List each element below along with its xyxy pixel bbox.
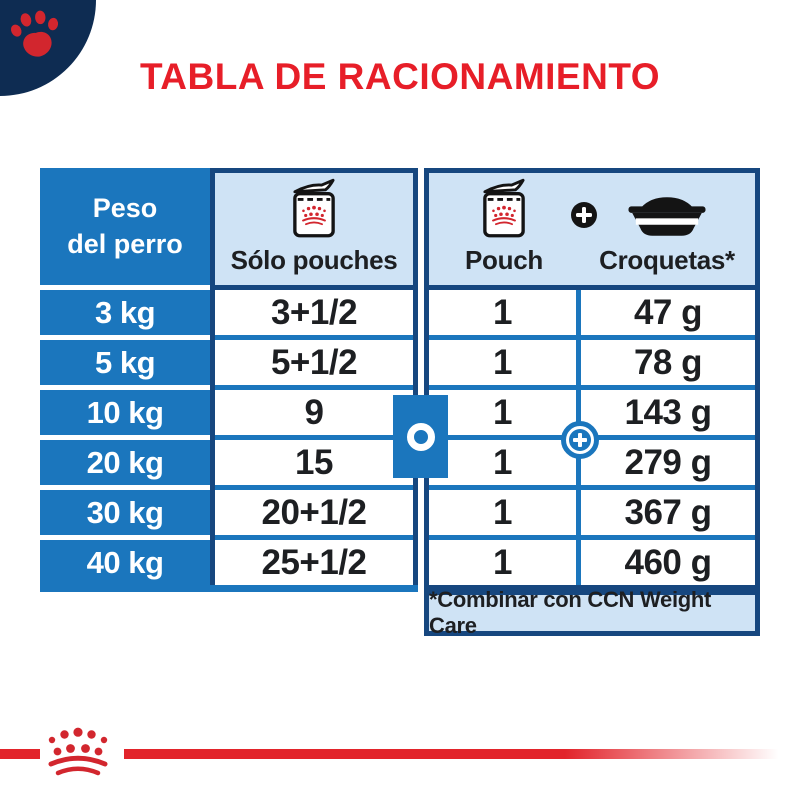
pouches-cell: 25+1/2 bbox=[215, 540, 413, 585]
pouches-only-header: Sólo pouches bbox=[210, 168, 418, 290]
right-table-bottom-border bbox=[424, 585, 760, 590]
weight-cell: 30 kg bbox=[40, 490, 210, 535]
weight-cell: 10 kg bbox=[40, 390, 210, 435]
pouches-cell: 3+1/2 bbox=[215, 290, 413, 335]
pouch-icon bbox=[292, 178, 336, 238]
mixed-feeding-header: Pouch Croquetas* bbox=[424, 168, 760, 290]
pouch-column-label: Pouch bbox=[465, 245, 543, 275]
croquettes-column-label: Croquetas* bbox=[599, 245, 735, 275]
croquettes-cell: 47 g bbox=[581, 290, 755, 335]
weight-column: Peso del perro 3 kg 5 kg 10 kg 20 kg 30 … bbox=[40, 168, 210, 585]
pouch-icon bbox=[482, 178, 526, 238]
weight-column-header: Peso del perro bbox=[40, 168, 210, 285]
pouch-cell: 1 bbox=[429, 290, 576, 335]
pouch-cell: 1 bbox=[429, 340, 576, 385]
pouches-cell: 20+1/2 bbox=[215, 490, 413, 535]
mixed-feeding-values: 1 47 g 1 78 g 1 143 g 1 279 g 1 367 g 1 … bbox=[424, 290, 760, 585]
royal-canin-crown-icon bbox=[45, 726, 111, 778]
pouch-cell: 1 bbox=[429, 540, 576, 585]
croquettes-cell: 460 g bbox=[581, 540, 755, 585]
left-table-bottom-edge bbox=[40, 585, 418, 592]
plus-circle-icon bbox=[561, 421, 599, 459]
weight-cell: 3 kg bbox=[40, 290, 210, 335]
croquettes-cell: 279 g bbox=[581, 440, 755, 485]
weight-header-line2: del perro bbox=[67, 228, 183, 259]
weight-cell: 20 kg bbox=[40, 440, 210, 485]
or-connector bbox=[393, 395, 448, 478]
pouches-cell: 15 bbox=[215, 440, 413, 485]
weight-cell: 5 kg bbox=[40, 340, 210, 385]
croquettes-cell: 143 g bbox=[581, 390, 755, 435]
pouch-cell: 1 bbox=[429, 440, 576, 485]
brand-divider-line-fade bbox=[124, 749, 792, 759]
page-title: TABLA DE RACIONAMIENTO bbox=[139, 56, 661, 97]
pouches-cell: 9 bbox=[215, 390, 413, 435]
pouches-cell: 5+1/2 bbox=[215, 340, 413, 385]
pouch-cell: 1 bbox=[429, 490, 576, 535]
weight-cell: 40 kg bbox=[40, 540, 210, 585]
pouches-only-values: 3+1/2 5+1/2 9 15 20+1/2 25+1/2 bbox=[210, 290, 418, 585]
or-ring-icon bbox=[406, 422, 435, 451]
weight-header-line1: Peso bbox=[92, 193, 158, 224]
croquettes-cell: 78 g bbox=[581, 340, 755, 385]
kibble-bowl-icon bbox=[623, 195, 711, 238]
pouches-only-label: Sólo pouches bbox=[230, 245, 398, 275]
brand-divider-line bbox=[0, 749, 40, 759]
footnote: *Combinar con CCN Weight Care bbox=[424, 587, 760, 638]
pouch-cell: 1 bbox=[429, 390, 576, 435]
plus-icon bbox=[570, 201, 598, 229]
croquettes-cell: 367 g bbox=[581, 490, 755, 535]
